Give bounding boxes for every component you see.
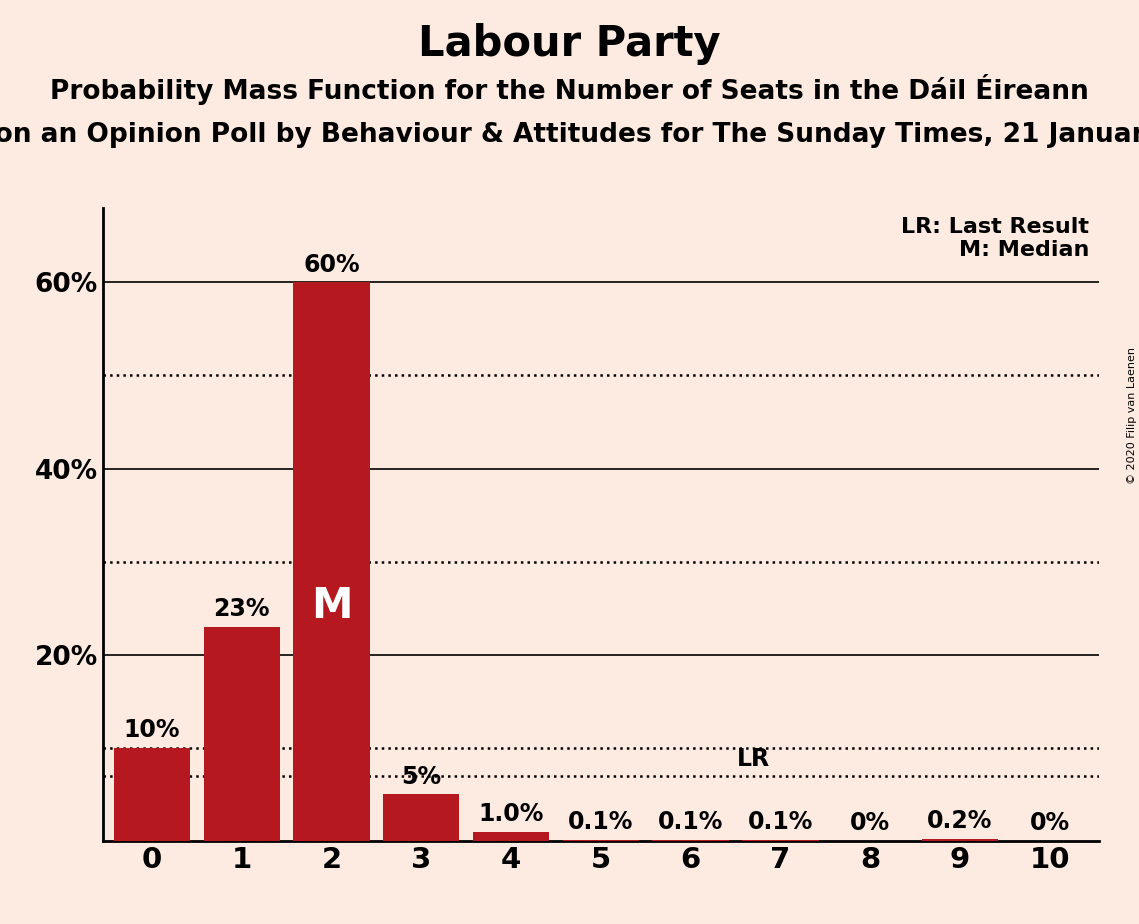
Text: 0.1%: 0.1%	[568, 810, 633, 834]
Text: LR: Last Result: LR: Last Result	[901, 217, 1089, 237]
Bar	[294, 283, 370, 841]
Text: M: M	[311, 585, 352, 627]
Text: 0%: 0%	[1030, 811, 1070, 835]
Text: Labour Party: Labour Party	[418, 23, 721, 65]
Bar	[743, 840, 819, 841]
Text: 0.1%: 0.1%	[747, 810, 813, 834]
Text: 0%: 0%	[850, 811, 891, 835]
Bar	[383, 795, 459, 841]
Text: 60%: 60%	[303, 253, 360, 277]
Bar	[114, 748, 190, 841]
Bar	[921, 839, 998, 841]
Text: 23%: 23%	[213, 597, 270, 621]
Text: 0.1%: 0.1%	[658, 810, 723, 834]
Text: LR: LR	[737, 747, 770, 771]
Text: 0.2%: 0.2%	[927, 809, 993, 833]
Bar	[653, 840, 729, 841]
Bar	[473, 832, 549, 841]
Text: Based on an Opinion Poll by Behaviour & Attitudes for The Sunday Times, 21 Janua: Based on an Opinion Poll by Behaviour & …	[0, 122, 1139, 148]
Bar	[204, 626, 280, 841]
Text: Probability Mass Function for the Number of Seats in the Dáil Éireann: Probability Mass Function for the Number…	[50, 74, 1089, 105]
Text: 5%: 5%	[401, 765, 441, 789]
Text: 1.0%: 1.0%	[478, 802, 543, 826]
Text: © 2020 Filip van Laenen: © 2020 Filip van Laenen	[1126, 347, 1137, 484]
Text: M: Median: M: Median	[959, 239, 1089, 260]
Text: 10%: 10%	[124, 718, 180, 742]
Bar	[563, 840, 639, 841]
